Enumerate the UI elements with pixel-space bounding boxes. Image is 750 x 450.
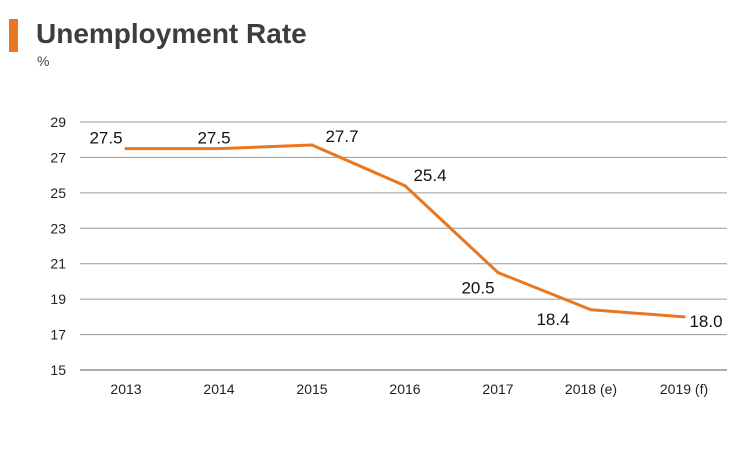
y-tick-label: 27: [50, 149, 66, 165]
data-point: [589, 308, 593, 312]
chart-title: Unemployment Rate: [36, 18, 307, 49]
data-point: [403, 184, 407, 188]
data-point: [496, 271, 500, 275]
data-label: 25.4: [413, 166, 446, 185]
data-label: 18.4: [536, 310, 569, 329]
x-tick-label: 2015: [296, 381, 327, 397]
y-tick-label: 15: [50, 362, 66, 378]
data-point: [310, 143, 314, 147]
title-accent-bar: [9, 19, 18, 52]
y-tick-label: 17: [50, 327, 66, 343]
data-point: [124, 147, 128, 151]
x-tick-label: 2014: [203, 381, 234, 397]
data-label: 27.5: [197, 129, 230, 148]
y-tick-label: 21: [50, 256, 66, 272]
y-tick-label: 25: [50, 185, 66, 201]
x-tick-label: 2018 (e): [565, 381, 617, 397]
x-tick-label: 2019 (f): [660, 381, 708, 397]
y-tick-label: 23: [50, 220, 66, 236]
y-tick-label: 19: [50, 291, 66, 307]
data-label: 27.7: [325, 127, 358, 146]
data-label: 18.0: [689, 312, 722, 331]
y-tick-label: 29: [50, 114, 66, 130]
data-label: 27.5: [89, 129, 122, 148]
x-tick-label: 2013: [110, 381, 141, 397]
series-line: [124, 143, 686, 319]
data-point: [682, 315, 686, 319]
x-tick-label: 2016: [389, 381, 420, 397]
x-tick-label: 2017: [482, 381, 513, 397]
unit-label: %: [37, 53, 50, 69]
data-label: 20.5: [461, 279, 494, 298]
data-point: [217, 147, 221, 151]
